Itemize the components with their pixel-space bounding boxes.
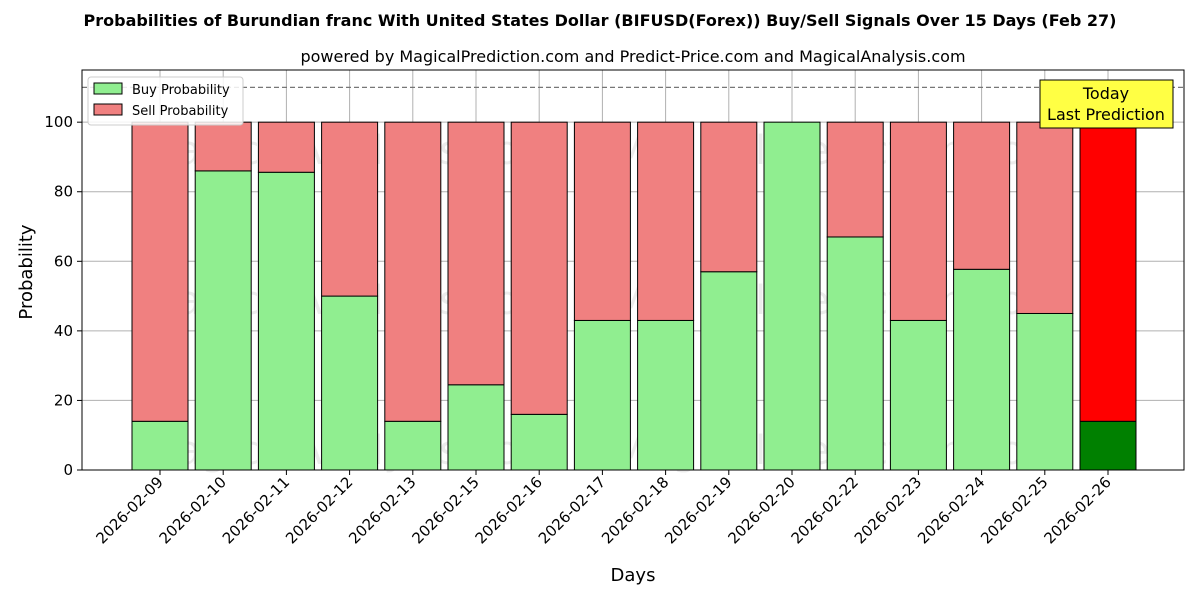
- today-box: [1039, 79, 1174, 129]
- x-tick-label: 2026-02-11: [219, 473, 293, 547]
- buy-bar: [763, 121, 821, 471]
- y-axis-label: Probability: [16, 224, 37, 319]
- y-tick-label: 40: [54, 322, 73, 340]
- x-tick-label: 2026-02-15: [408, 473, 482, 547]
- y-tick-label: 0: [63, 461, 73, 479]
- buy-bar: [1016, 312, 1074, 471]
- today-annotation: Today Last Prediction: [1039, 79, 1174, 129]
- last-prediction-label: Last Prediction: [1047, 105, 1165, 124]
- sell-bar: [826, 121, 884, 238]
- legend-box: [87, 76, 244, 126]
- y-tick-label: 60: [54, 252, 73, 270]
- buy-bar: [889, 319, 947, 471]
- x-axis-label: Days: [611, 565, 656, 586]
- buy-bar: [384, 420, 442, 471]
- sell-bar: [1079, 121, 1137, 422]
- sell-bar: [953, 121, 1011, 270]
- buy-bar: [257, 171, 315, 471]
- buy-bar: [700, 271, 758, 471]
- today-label: Today: [1082, 84, 1129, 103]
- sell-bar: [573, 121, 631, 321]
- x-tick-label: 2026-02-24: [914, 473, 988, 547]
- x-tick-label: 2026-02-10: [156, 473, 230, 547]
- buy-bar: [510, 413, 568, 471]
- x-tick-label: 2026-02-20: [724, 473, 798, 547]
- buy-bar: [826, 236, 884, 471]
- chart-subtitle: powered by MagicalPrediction.com and Pre…: [300, 47, 965, 66]
- sell-bar: [510, 121, 568, 415]
- sell-bar: [447, 121, 505, 386]
- buy-bar: [637, 319, 695, 471]
- legend-label-sell: Sell Probability: [132, 104, 229, 119]
- x-tick-label: 2026-02-13: [345, 473, 419, 547]
- legend: Buy Probability Sell Probability: [87, 76, 244, 126]
- buy-bar: [321, 295, 379, 471]
- buy-bar: [573, 319, 631, 471]
- x-tick-label: 2026-02-16: [472, 473, 546, 547]
- buy-bar: [447, 384, 505, 471]
- buy-bar: [1079, 420, 1137, 471]
- sell-bar: [131, 121, 189, 422]
- sell-bar: [889, 121, 947, 321]
- x-tick-label: 2026-02-18: [598, 473, 672, 547]
- x-tick-label: 2026-02-17: [535, 473, 609, 547]
- y-tick-label: 100: [44, 113, 73, 131]
- buy-bar: [131, 420, 189, 471]
- legend-swatch-sell: [93, 103, 123, 116]
- x-tick-label: 2026-02-25: [977, 473, 1051, 547]
- y-tick-label: 20: [54, 391, 73, 409]
- buy-bar: [953, 268, 1011, 471]
- buy-bar: [194, 170, 252, 471]
- sell-bar: [637, 121, 695, 321]
- x-tick-label: 2026-02-26: [1040, 473, 1114, 547]
- sell-bar: [257, 121, 315, 173]
- x-tick-label: 2026-02-19: [661, 473, 735, 547]
- sell-bar: [384, 121, 442, 422]
- plot-frame: [81, 69, 1185, 471]
- x-tick-label: 2026-02-12: [282, 473, 356, 547]
- y-tick-label: 80: [54, 183, 73, 201]
- x-tick-label: 2026-02-09: [92, 473, 166, 547]
- legend-label-buy: Buy Probability: [132, 83, 230, 98]
- sell-bar: [700, 121, 758, 273]
- x-tick-label: 2026-02-22: [788, 473, 862, 547]
- sell-bar: [1016, 121, 1074, 314]
- sell-bar: [194, 121, 252, 172]
- chart-title: Probabilities of Burundian franc With Un…: [84, 11, 1117, 30]
- x-tick-label: 2026-02-23: [851, 473, 925, 547]
- sell-bar: [321, 121, 379, 297]
- legend-swatch-buy: [93, 82, 123, 95]
